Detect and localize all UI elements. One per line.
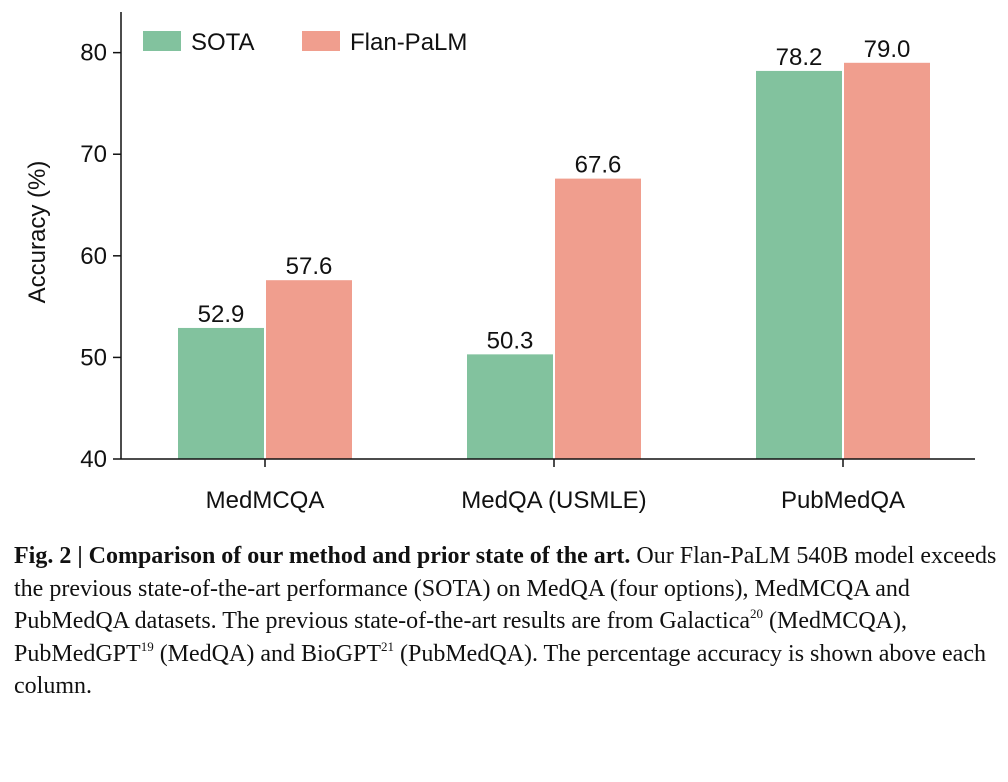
legend-label: SOTA bbox=[191, 29, 255, 56]
caption-reference: 21 bbox=[381, 638, 394, 654]
bar-sota-pubmedqa bbox=[756, 70, 842, 459]
y-tick-label: 40 bbox=[80, 446, 107, 473]
data-label: 50.3 bbox=[487, 327, 534, 354]
data-label: 67.6 bbox=[575, 152, 622, 179]
legend-swatch bbox=[302, 31, 340, 51]
y-axis: 40 50 60 70 80 bbox=[80, 12, 122, 473]
x-tick-label: MedQA (USMLE) bbox=[461, 487, 646, 514]
caption-reference: 20 bbox=[749, 606, 763, 621]
y-tick-label: 70 bbox=[80, 141, 107, 168]
y-tick-label: 80 bbox=[80, 40, 107, 67]
caption-separator: | bbox=[71, 543, 89, 569]
caption-figure-label: Fig. 2 bbox=[14, 543, 72, 569]
figure-caption: Fig. 2 | Comparison of our method and pr… bbox=[14, 540, 999, 703]
data-label: 57.6 bbox=[286, 253, 333, 280]
legend-label: Flan-PaLM bbox=[350, 29, 467, 56]
caption-text: (MedQA) and BioGPT bbox=[153, 640, 381, 667]
data-label: 79.0 bbox=[864, 36, 911, 63]
caption-title: Comparison of our method and prior state… bbox=[88, 543, 631, 569]
y-tick-label: 50 bbox=[80, 344, 107, 371]
caption-text: (PubMedQA). The percentage accuracy is s… bbox=[14, 640, 986, 700]
bar-flan-palm-medmcqa bbox=[266, 280, 352, 459]
data-label: 78.2 bbox=[776, 44, 823, 71]
bar-flan-palm-pubmedqa bbox=[844, 62, 930, 459]
x-tick-label: MedMCQA bbox=[206, 487, 325, 514]
caption-reference: 19 bbox=[140, 638, 154, 654]
caption-text: Our Flan-PaLM 540B model exceeds the pre… bbox=[14, 543, 997, 634]
data-label: 52.9 bbox=[198, 301, 245, 328]
x-tick-label: PubMedQA bbox=[781, 487, 905, 514]
bar-sota-medmcqa bbox=[178, 327, 264, 459]
y-tick-label: 60 bbox=[80, 243, 107, 270]
y-axis-title: Accuracy (%) bbox=[24, 161, 51, 304]
data-labels-group: 52.9 57.6 50.3 67.6 78.2 79.0 bbox=[198, 36, 911, 355]
bar-chart: 52.9 57.6 50.3 67.6 78.2 79.0 40 50 60 70 80 MedM… bbox=[24, 12, 975, 514]
legend: SOTA Flan-PaLM bbox=[143, 29, 467, 56]
bar-sota-medqa-usmle- bbox=[467, 354, 553, 459]
caption-text: (MedMCQA), PubMedGPT bbox=[14, 608, 907, 667]
bars-group bbox=[178, 62, 930, 460]
x-axis: MedMCQA MedQA (USMLE) PubMedQA bbox=[121, 458, 975, 514]
legend-swatch bbox=[143, 31, 181, 51]
bar-flan-palm-medqa-usmle- bbox=[555, 178, 641, 460]
